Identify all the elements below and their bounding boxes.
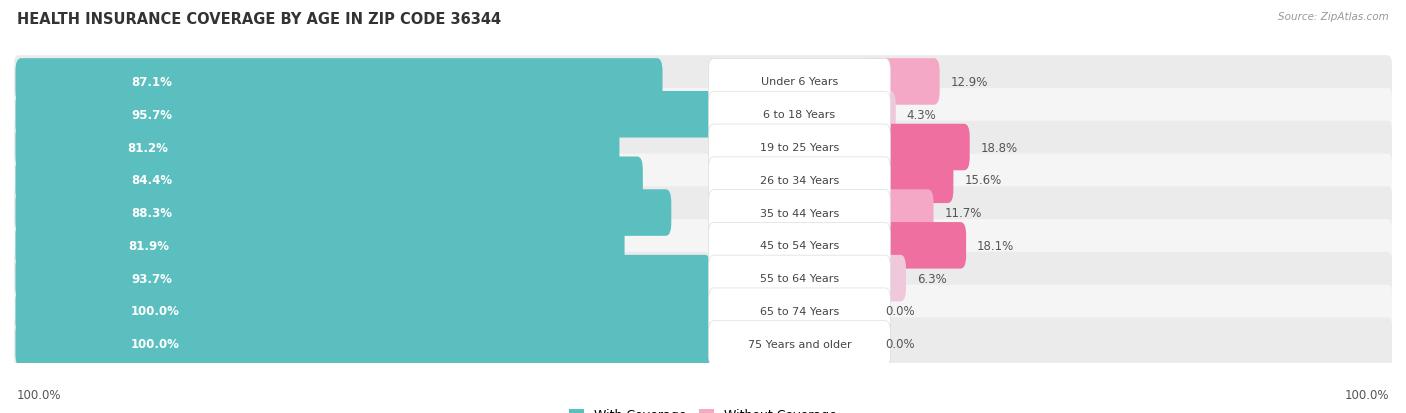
Text: 26 to 34 Years: 26 to 34 Years — [759, 176, 839, 185]
Text: 81.2%: 81.2% — [128, 141, 169, 154]
Text: 18.8%: 18.8% — [981, 141, 1018, 154]
Text: 88.3%: 88.3% — [131, 206, 172, 220]
FancyBboxPatch shape — [709, 92, 890, 138]
Text: 6.3%: 6.3% — [917, 272, 946, 285]
FancyBboxPatch shape — [709, 256, 890, 301]
FancyBboxPatch shape — [15, 190, 671, 236]
FancyBboxPatch shape — [863, 59, 939, 105]
Text: 45 to 54 Years: 45 to 54 Years — [759, 241, 839, 251]
FancyBboxPatch shape — [15, 288, 756, 335]
FancyBboxPatch shape — [709, 125, 890, 171]
FancyBboxPatch shape — [709, 223, 890, 268]
FancyBboxPatch shape — [863, 124, 970, 171]
FancyBboxPatch shape — [863, 255, 905, 301]
Text: 19 to 25 Years: 19 to 25 Years — [759, 142, 839, 153]
FancyBboxPatch shape — [14, 56, 1392, 109]
Text: Under 6 Years: Under 6 Years — [761, 77, 838, 87]
Text: 81.9%: 81.9% — [128, 239, 170, 252]
FancyBboxPatch shape — [15, 320, 756, 367]
Text: 35 to 44 Years: 35 to 44 Years — [759, 208, 839, 218]
Text: 55 to 64 Years: 55 to 64 Years — [759, 273, 839, 283]
Text: 15.6%: 15.6% — [965, 174, 1001, 187]
Text: 11.7%: 11.7% — [945, 206, 981, 220]
FancyBboxPatch shape — [709, 288, 890, 334]
Text: 65 to 74 Years: 65 to 74 Years — [759, 306, 839, 316]
Text: 100.0%: 100.0% — [131, 305, 180, 318]
Text: 100.0%: 100.0% — [131, 337, 180, 350]
FancyBboxPatch shape — [14, 154, 1392, 206]
Text: 0.0%: 0.0% — [884, 337, 914, 350]
Text: 18.1%: 18.1% — [977, 239, 1014, 252]
FancyBboxPatch shape — [15, 124, 620, 171]
FancyBboxPatch shape — [14, 187, 1392, 239]
Text: 4.3%: 4.3% — [907, 109, 936, 121]
FancyBboxPatch shape — [863, 92, 896, 138]
Text: 100.0%: 100.0% — [1344, 388, 1389, 401]
Text: 100.0%: 100.0% — [17, 388, 62, 401]
FancyBboxPatch shape — [14, 89, 1392, 141]
Text: 95.7%: 95.7% — [131, 109, 172, 121]
FancyBboxPatch shape — [14, 252, 1392, 305]
Text: 84.4%: 84.4% — [131, 174, 173, 187]
Text: 87.1%: 87.1% — [131, 76, 172, 89]
FancyBboxPatch shape — [863, 223, 966, 269]
FancyBboxPatch shape — [14, 220, 1392, 272]
Text: 6 to 18 Years: 6 to 18 Years — [763, 110, 835, 120]
FancyBboxPatch shape — [14, 285, 1392, 337]
Text: 75 Years and older: 75 Years and older — [748, 339, 851, 349]
Text: 12.9%: 12.9% — [950, 76, 988, 89]
FancyBboxPatch shape — [15, 157, 643, 204]
Text: 0.0%: 0.0% — [884, 305, 914, 318]
FancyBboxPatch shape — [709, 190, 890, 236]
FancyBboxPatch shape — [863, 190, 934, 236]
Text: HEALTH INSURANCE COVERAGE BY AGE IN ZIP CODE 36344: HEALTH INSURANCE COVERAGE BY AGE IN ZIP … — [17, 12, 501, 27]
FancyBboxPatch shape — [15, 59, 662, 105]
Text: Source: ZipAtlas.com: Source: ZipAtlas.com — [1278, 12, 1389, 22]
Text: 93.7%: 93.7% — [131, 272, 172, 285]
FancyBboxPatch shape — [15, 223, 624, 269]
FancyBboxPatch shape — [14, 318, 1392, 370]
FancyBboxPatch shape — [709, 157, 890, 203]
FancyBboxPatch shape — [14, 121, 1392, 174]
FancyBboxPatch shape — [709, 59, 890, 105]
FancyBboxPatch shape — [15, 255, 710, 301]
FancyBboxPatch shape — [15, 92, 725, 138]
Legend: With Coverage, Without Coverage: With Coverage, Without Coverage — [564, 404, 842, 413]
FancyBboxPatch shape — [863, 157, 953, 204]
FancyBboxPatch shape — [709, 321, 890, 367]
